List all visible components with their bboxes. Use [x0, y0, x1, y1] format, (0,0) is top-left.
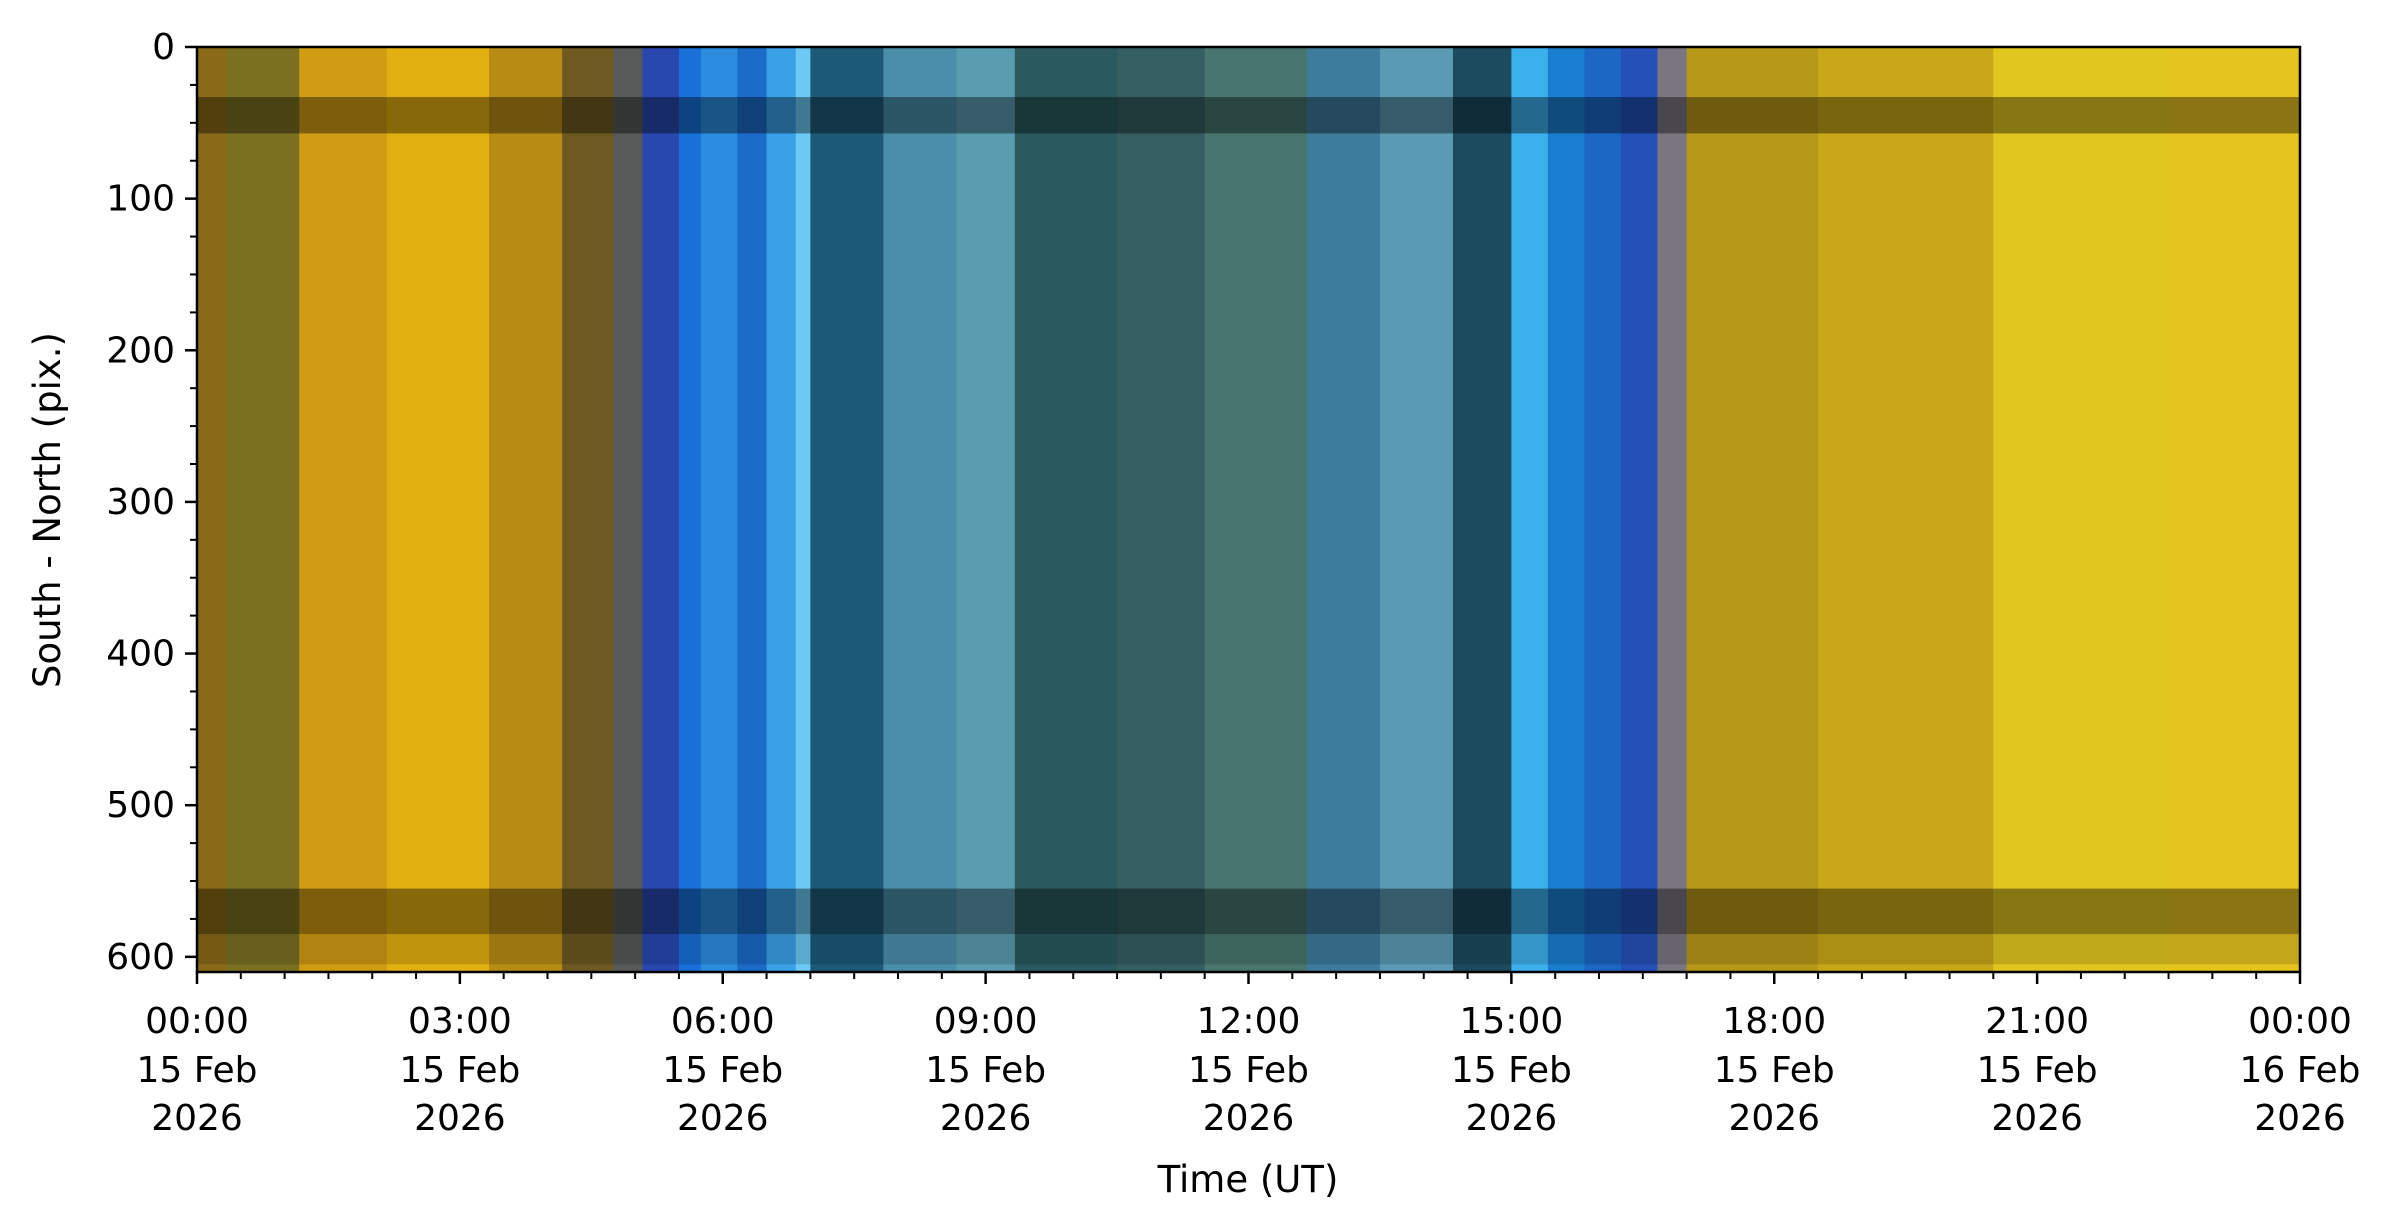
dark-row-band — [197, 97, 2300, 134]
x-tick-time: 09:00 — [934, 1001, 1038, 1042]
time-bands — [197, 47, 2300, 972]
time-band — [1686, 47, 1819, 972]
time-band — [1379, 47, 1454, 972]
time-band — [700, 47, 738, 972]
time-band — [489, 47, 563, 972]
x-tick-year: 2026 — [151, 1098, 243, 1139]
time-band — [1657, 47, 1688, 972]
time-band — [2168, 47, 2300, 972]
y-tick-label: 300 — [106, 482, 175, 523]
x-tick-year: 2026 — [940, 1098, 1032, 1139]
y-tick-label: 200 — [106, 330, 175, 371]
y-tick-label: 500 — [106, 785, 175, 826]
time-band — [766, 47, 797, 972]
x-tick-date: 15 Feb — [1714, 1050, 1835, 1091]
x-tick-date: 15 Feb — [662, 1050, 783, 1091]
time-band — [1584, 47, 1622, 972]
time-band — [883, 47, 957, 972]
time-band — [1547, 47, 1585, 972]
time-band — [197, 47, 227, 972]
time-band — [642, 47, 680, 972]
y-tick-label: 0 — [152, 27, 175, 68]
x-tick-year: 2026 — [414, 1098, 506, 1139]
x-tick-time: 15:00 — [1460, 1001, 1564, 1042]
time-band — [1511, 47, 1549, 972]
x-axis: 00:00 15 Feb 2026 03:00 15 Feb 2026 06:00 15 Fe… — [137, 972, 2361, 1139]
time-band — [1993, 47, 2170, 972]
time-band — [1620, 47, 1658, 972]
x-tick-year: 2026 — [677, 1098, 769, 1139]
x-tick-date: 15 Feb — [1188, 1050, 1309, 1091]
dark-row-band — [197, 888, 2300, 935]
y-axis-title: South - North (pix.) — [26, 332, 69, 688]
x-tick-date: 15 Feb — [925, 1050, 1046, 1091]
time-band — [1306, 47, 1381, 972]
time-band — [1204, 47, 1308, 972]
time-band — [956, 47, 1016, 972]
x-tick-time: 21:00 — [1985, 1001, 2089, 1042]
time-band — [386, 47, 490, 972]
time-band — [226, 47, 300, 972]
x-tick-date: 15 Feb — [1977, 1050, 2098, 1091]
dark-row-band — [197, 934, 2300, 965]
time-band — [613, 47, 643, 972]
time-band — [562, 47, 614, 972]
x-tick-date: 15 Feb — [1451, 1050, 1572, 1091]
y-tick-label: 600 — [106, 937, 175, 978]
x-tick-time: 12:00 — [1197, 1001, 1301, 1042]
x-tick-year: 2026 — [1203, 1098, 1295, 1139]
x-tick-date: 15 Feb — [399, 1050, 520, 1091]
time-band — [737, 47, 768, 972]
x-tick-time: 00:00 — [145, 1001, 249, 1042]
x-tick-time: 06:00 — [671, 1001, 775, 1042]
time-band — [299, 47, 388, 972]
x-tick-time: 00:00 — [2248, 1001, 2352, 1042]
x-tick-year: 2026 — [1466, 1098, 1558, 1139]
x-tick-date: 16 Feb — [2240, 1050, 2361, 1091]
x-axis-title: Time (UT) — [1157, 1158, 1339, 1201]
time-band — [678, 47, 702, 972]
time-band — [795, 47, 811, 972]
time-band — [1818, 47, 1994, 972]
time-band — [1452, 47, 1512, 972]
x-tick-time: 18:00 — [1722, 1001, 1826, 1042]
dark-row-bands — [197, 97, 2300, 965]
time-band — [1014, 47, 1118, 972]
x-tick-date: 15 Feb — [137, 1050, 258, 1091]
y-tick-label: 100 — [106, 179, 175, 220]
time-band — [1117, 47, 1206, 972]
x-tick-time: 03:00 — [408, 1001, 512, 1042]
x-tick-year: 2026 — [1728, 1098, 1820, 1139]
x-tick-year: 2026 — [2254, 1098, 2346, 1139]
time-band — [810, 47, 884, 972]
y-axis: 0 100 200 300 400 500 600 — [106, 27, 197, 978]
y-tick-label: 400 — [106, 634, 175, 675]
x-tick-year: 2026 — [1991, 1098, 2083, 1139]
